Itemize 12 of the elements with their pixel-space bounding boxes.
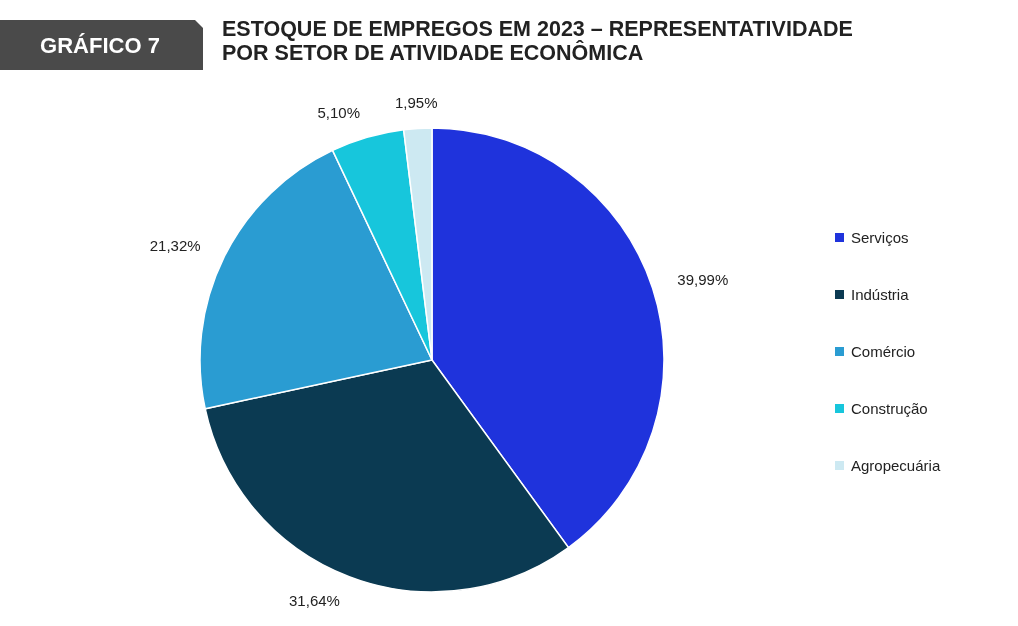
legend-label: Comércio <box>851 343 916 361</box>
data-label: 39,99% <box>677 271 729 289</box>
data-label: 21,32% <box>149 237 201 255</box>
legend-label: Serviços <box>851 229 909 247</box>
legend-label: Agropecuária <box>851 457 941 475</box>
legend-label: Construção <box>851 400 928 418</box>
text: GRÁFICO 7 <box>40 33 160 58</box>
legend-label: Indústria <box>851 286 910 304</box>
chart-title: ESTOQUE DE EMPREGOS EM 2023 – REPRESENTATIVIDADE POR SETOR DE ATIVIDADE ECONÔMICA <box>222 17 853 65</box>
data-label: 31,64% <box>289 592 340 610</box>
data-label: 1,95% <box>394 93 438 111</box>
data-label: 5,10% <box>317 103 361 121</box>
